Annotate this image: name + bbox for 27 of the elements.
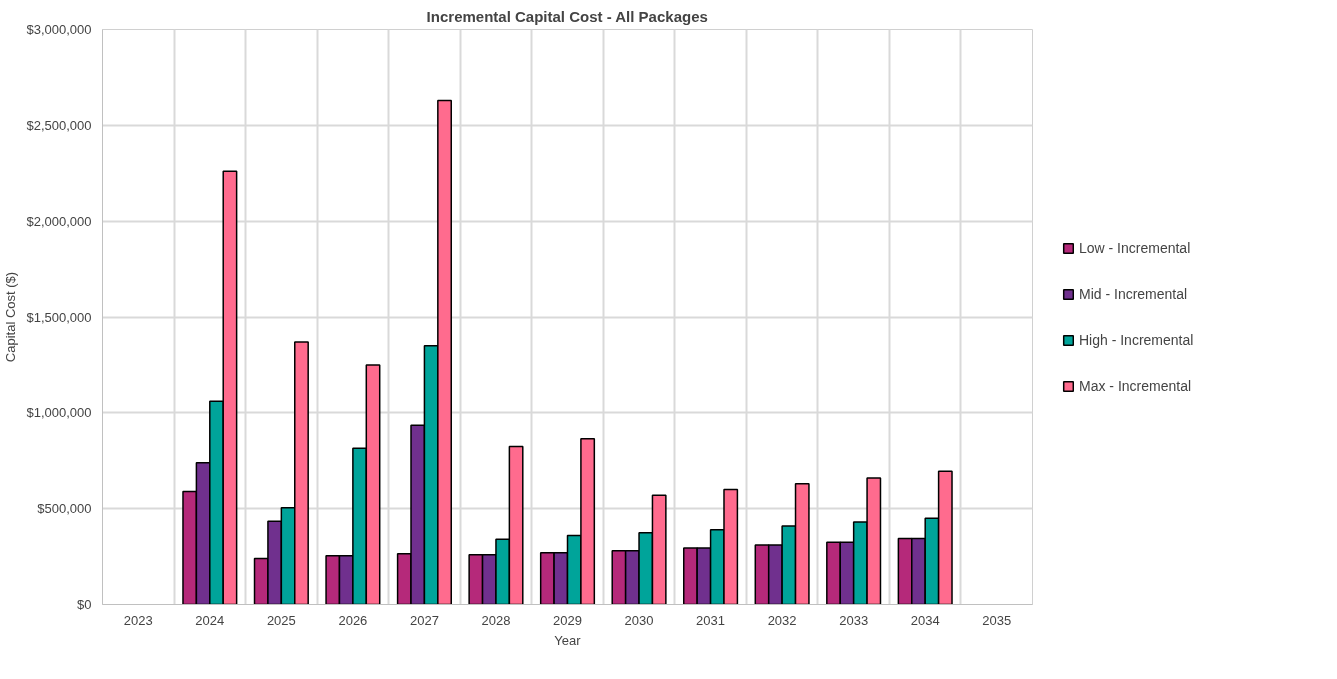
x-tick-label: 2030 bbox=[624, 612, 654, 628]
y-tick-label: $1,500,000 bbox=[26, 309, 92, 325]
x-tick-label: 2035 bbox=[982, 612, 1012, 628]
y-tick-label: $500,000 bbox=[37, 501, 92, 517]
x-tick-label: 2026 bbox=[338, 612, 368, 628]
x-tick-label: 2024 bbox=[195, 612, 225, 628]
y-tick-label: $2,500,000 bbox=[26, 117, 92, 133]
x-tick-label: 2033 bbox=[839, 612, 869, 628]
x-tick-label: 2028 bbox=[481, 612, 511, 628]
x-tick-label: 2034 bbox=[910, 612, 940, 628]
x-tick-label: 2027 bbox=[409, 612, 439, 628]
legend-label: Max - Incremental bbox=[1079, 377, 1192, 394]
x-tick-label: 2031 bbox=[696, 612, 726, 628]
y-tick-label: $1,000,000 bbox=[26, 405, 92, 421]
x-tick-label: 2029 bbox=[553, 612, 582, 628]
y-tick-label: $3,000,000 bbox=[26, 22, 92, 37]
y-axis-title: Capital Cost ($) bbox=[3, 271, 19, 363]
y-tick-label: $2,000,000 bbox=[26, 213, 92, 229]
chart-title: Incremental Capital Cost - All Packages bbox=[426, 7, 708, 25]
x-axis-title: Year bbox=[554, 632, 582, 648]
x-tick-label: 2023 bbox=[123, 612, 153, 628]
x-tick-label: 2025 bbox=[266, 612, 296, 628]
y-tick-label: $0 bbox=[77, 597, 92, 612]
x-tick-label: 2032 bbox=[767, 612, 797, 628]
legend-label: High - Incremental bbox=[1079, 331, 1194, 348]
legend-label: Low - Incremental bbox=[1079, 239, 1191, 256]
legend-label: Mid - Incremental bbox=[1079, 285, 1188, 302]
